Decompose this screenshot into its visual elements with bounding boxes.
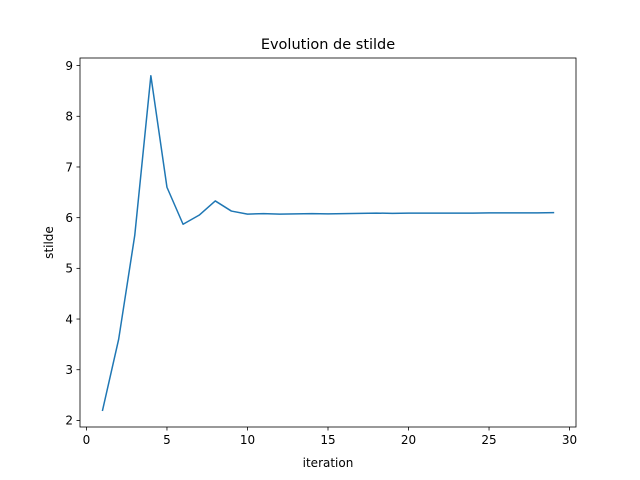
x-tick-label: 15 (320, 433, 335, 447)
x-axis-title: iteration (303, 456, 354, 470)
chart-title: Evolution de stilde (261, 37, 395, 53)
plot-frame (79, 57, 577, 428)
y-axis-title: stilde (42, 226, 56, 259)
y-tick-label: 2 (65, 414, 73, 428)
plot-background (80, 58, 576, 427)
y-tick-label: 5 (65, 262, 73, 276)
x-tick-label: 5 (163, 433, 171, 447)
y-tick-label: 9 (65, 59, 73, 73)
y-tick-label: 6 (65, 211, 73, 225)
y-tick-label: 7 (65, 160, 73, 174)
y-tick-label: 8 (65, 110, 73, 124)
x-tick-label: 25 (481, 433, 496, 447)
y-tick-label: 4 (65, 312, 73, 326)
x-tick-label: 0 (83, 433, 91, 447)
x-tick-label: 30 (562, 433, 577, 447)
x-axis-ticks: 0 5 10 15 20 25 30 (83, 427, 577, 447)
x-tick-label: 20 (401, 433, 416, 447)
x-tick-label: 10 (240, 433, 255, 447)
y-axis-ticks: 2 3 4 5 6 7 8 9 (65, 59, 80, 428)
series-line (101, 74, 555, 412)
series-layer (101, 74, 555, 412)
y-tick-label: 3 (65, 363, 73, 377)
